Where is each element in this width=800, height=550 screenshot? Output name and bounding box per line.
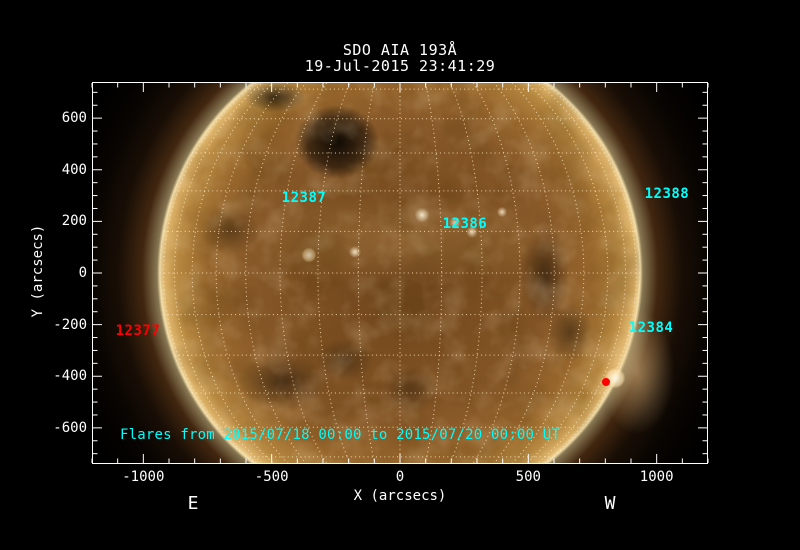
y-tick-label: -600 [53,419,87,436]
active-region-label-12388: 12388 [644,186,690,203]
plot-title: SDO AIA 193Å [342,41,458,59]
x-tick-label: 500 [515,469,541,485]
plot-timestamp: 19-Jul-2015 23:41:29 [304,57,496,75]
y-tick-label: -400 [53,368,87,385]
x-axis-label: X (arcsecs) [353,488,447,504]
x-tick-label: -500 [254,469,289,485]
x-tick-label: 1000 [639,469,674,485]
y-tick-label: -200 [53,316,87,333]
y-tick-label: 200 [61,213,87,230]
x-tick-label: 0 [395,469,405,485]
active-region-label-12384: 12384 [628,319,674,336]
flare-interval-note: Flares from 2015/07/18 00:00 to 2015/07/… [119,427,561,444]
plot-area [92,82,708,464]
flare-marker-dot [602,377,611,386]
east-direction-label: E [187,493,199,514]
heliographic-grid [159,82,641,464]
active-region-label-12386: 12386 [442,215,488,232]
active-region-label-12387: 12387 [281,189,327,206]
active-region-label-12377: 12377 [115,323,161,340]
west-direction-label: W [604,493,616,514]
x-tick-label: -1000 [122,469,165,485]
y-tick-label: 600 [61,110,87,127]
y-tick-label: 0 [78,265,87,281]
y-tick-label: 400 [61,161,87,178]
